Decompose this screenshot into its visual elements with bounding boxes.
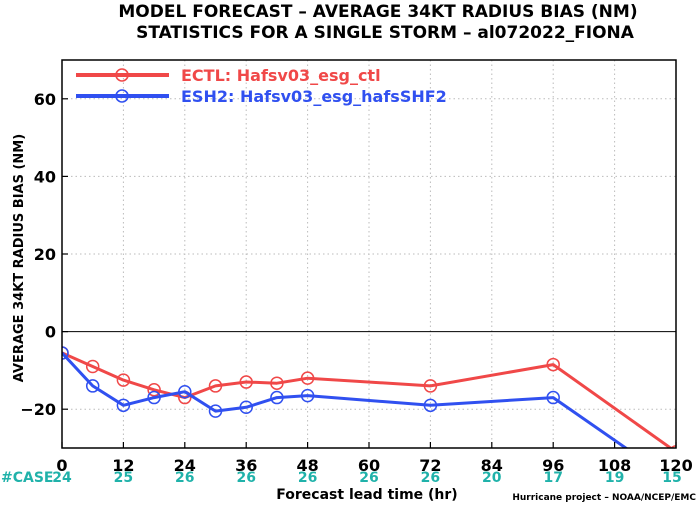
x-tick-label: 24: [174, 456, 196, 475]
series-point-1: [208, 404, 223, 418]
case-count: 26: [359, 470, 378, 486]
case-count: 26: [298, 470, 317, 486]
x-tick-label: 72: [419, 456, 441, 475]
x-tick-labels: 0 12 24 36 48 60 72 84 96 108 120: [56, 442, 693, 475]
y-tick-label: −20: [20, 400, 56, 419]
series-point-0: [239, 375, 253, 389]
case-count: 26: [421, 470, 440, 486]
series-point-0: [546, 357, 560, 372]
legend-marker-esh2: [115, 89, 129, 103]
case-row-label: #CASE: [1, 470, 54, 486]
series-0: [62, 346, 676, 448]
case-count: 26: [236, 470, 255, 486]
series-point-0: [147, 383, 161, 397]
x-tick-label: 108: [598, 456, 631, 475]
x-tick-label: 96: [542, 456, 564, 475]
series-point-0: [423, 379, 438, 393]
series-point-1: [85, 379, 100, 393]
x-tick-label: 48: [296, 456, 318, 475]
case-count: 19: [605, 470, 624, 486]
series-point-1: [116, 398, 131, 413]
series-point-1: [270, 390, 284, 405]
grid-lines: [62, 60, 676, 448]
x-tick-label: 60: [358, 456, 380, 475]
y-axis-label: AVERAGE 34KT RADIUS BIAS (NM): [12, 134, 27, 382]
legend: ECTL: Hafsv03_esg_ctl ESH2: Hafsv03_esg_…: [76, 66, 447, 106]
x-tick-label: 12: [112, 456, 134, 475]
series-point-1: [239, 400, 253, 415]
series-point-1: [300, 388, 315, 403]
x-tick-label: 0: [56, 456, 67, 475]
y-tick-label: 40: [34, 167, 56, 186]
series-point-1: [147, 390, 161, 405]
x-axis-label: Forecast lead time (hr): [276, 487, 457, 503]
series-1: [62, 346, 629, 448]
series-point-0: [85, 359, 100, 374]
credit-text: Hurricane project – NOAA/NCEP/EMC: [512, 493, 696, 503]
legend-marker-ectl: [115, 68, 129, 82]
series-point-0: [208, 379, 223, 393]
y-tick-label: 20: [34, 245, 56, 264]
y-tick-labels: −20 0 20 40 60: [20, 90, 68, 419]
case-counts: 24 25 26 26 26 26 26 20 17 19 15: [52, 470, 681, 486]
series-point-0: [300, 371, 315, 385]
series-point-1: [62, 346, 69, 360]
x-tick-label: 36: [235, 456, 257, 475]
series-point-1: [546, 390, 560, 405]
case-count: 25: [114, 470, 133, 486]
case-count: 26: [175, 470, 194, 486]
y-tick-label: 0: [45, 323, 56, 342]
case-count: 20: [482, 470, 502, 486]
series-point-1: [423, 398, 438, 413]
legend-label-ectl: ECTL: Hafsv03_esg_ctl: [181, 66, 381, 85]
x-tick-label: 120: [659, 456, 692, 475]
case-count: 24: [52, 470, 72, 486]
chart-title-line2: STATISTICS FOR A SINGLE STORM – al072022…: [136, 23, 635, 43]
case-count: 15: [662, 470, 681, 486]
legend-label-esh2: ESH2: Hafsv03_esg_hafsSHF2: [181, 87, 447, 106]
series-lines: [62, 346, 676, 448]
case-count: 17: [543, 470, 562, 486]
chart-title-line1: MODEL FORECAST – AVERAGE 34KT RADIUS BIA…: [118, 2, 637, 22]
series-point-0: [270, 376, 284, 390]
series-point-0: [116, 373, 131, 387]
y-tick-label: 60: [34, 90, 56, 109]
series-point-1: [178, 384, 192, 399]
x-tick-label: 84: [481, 456, 503, 475]
